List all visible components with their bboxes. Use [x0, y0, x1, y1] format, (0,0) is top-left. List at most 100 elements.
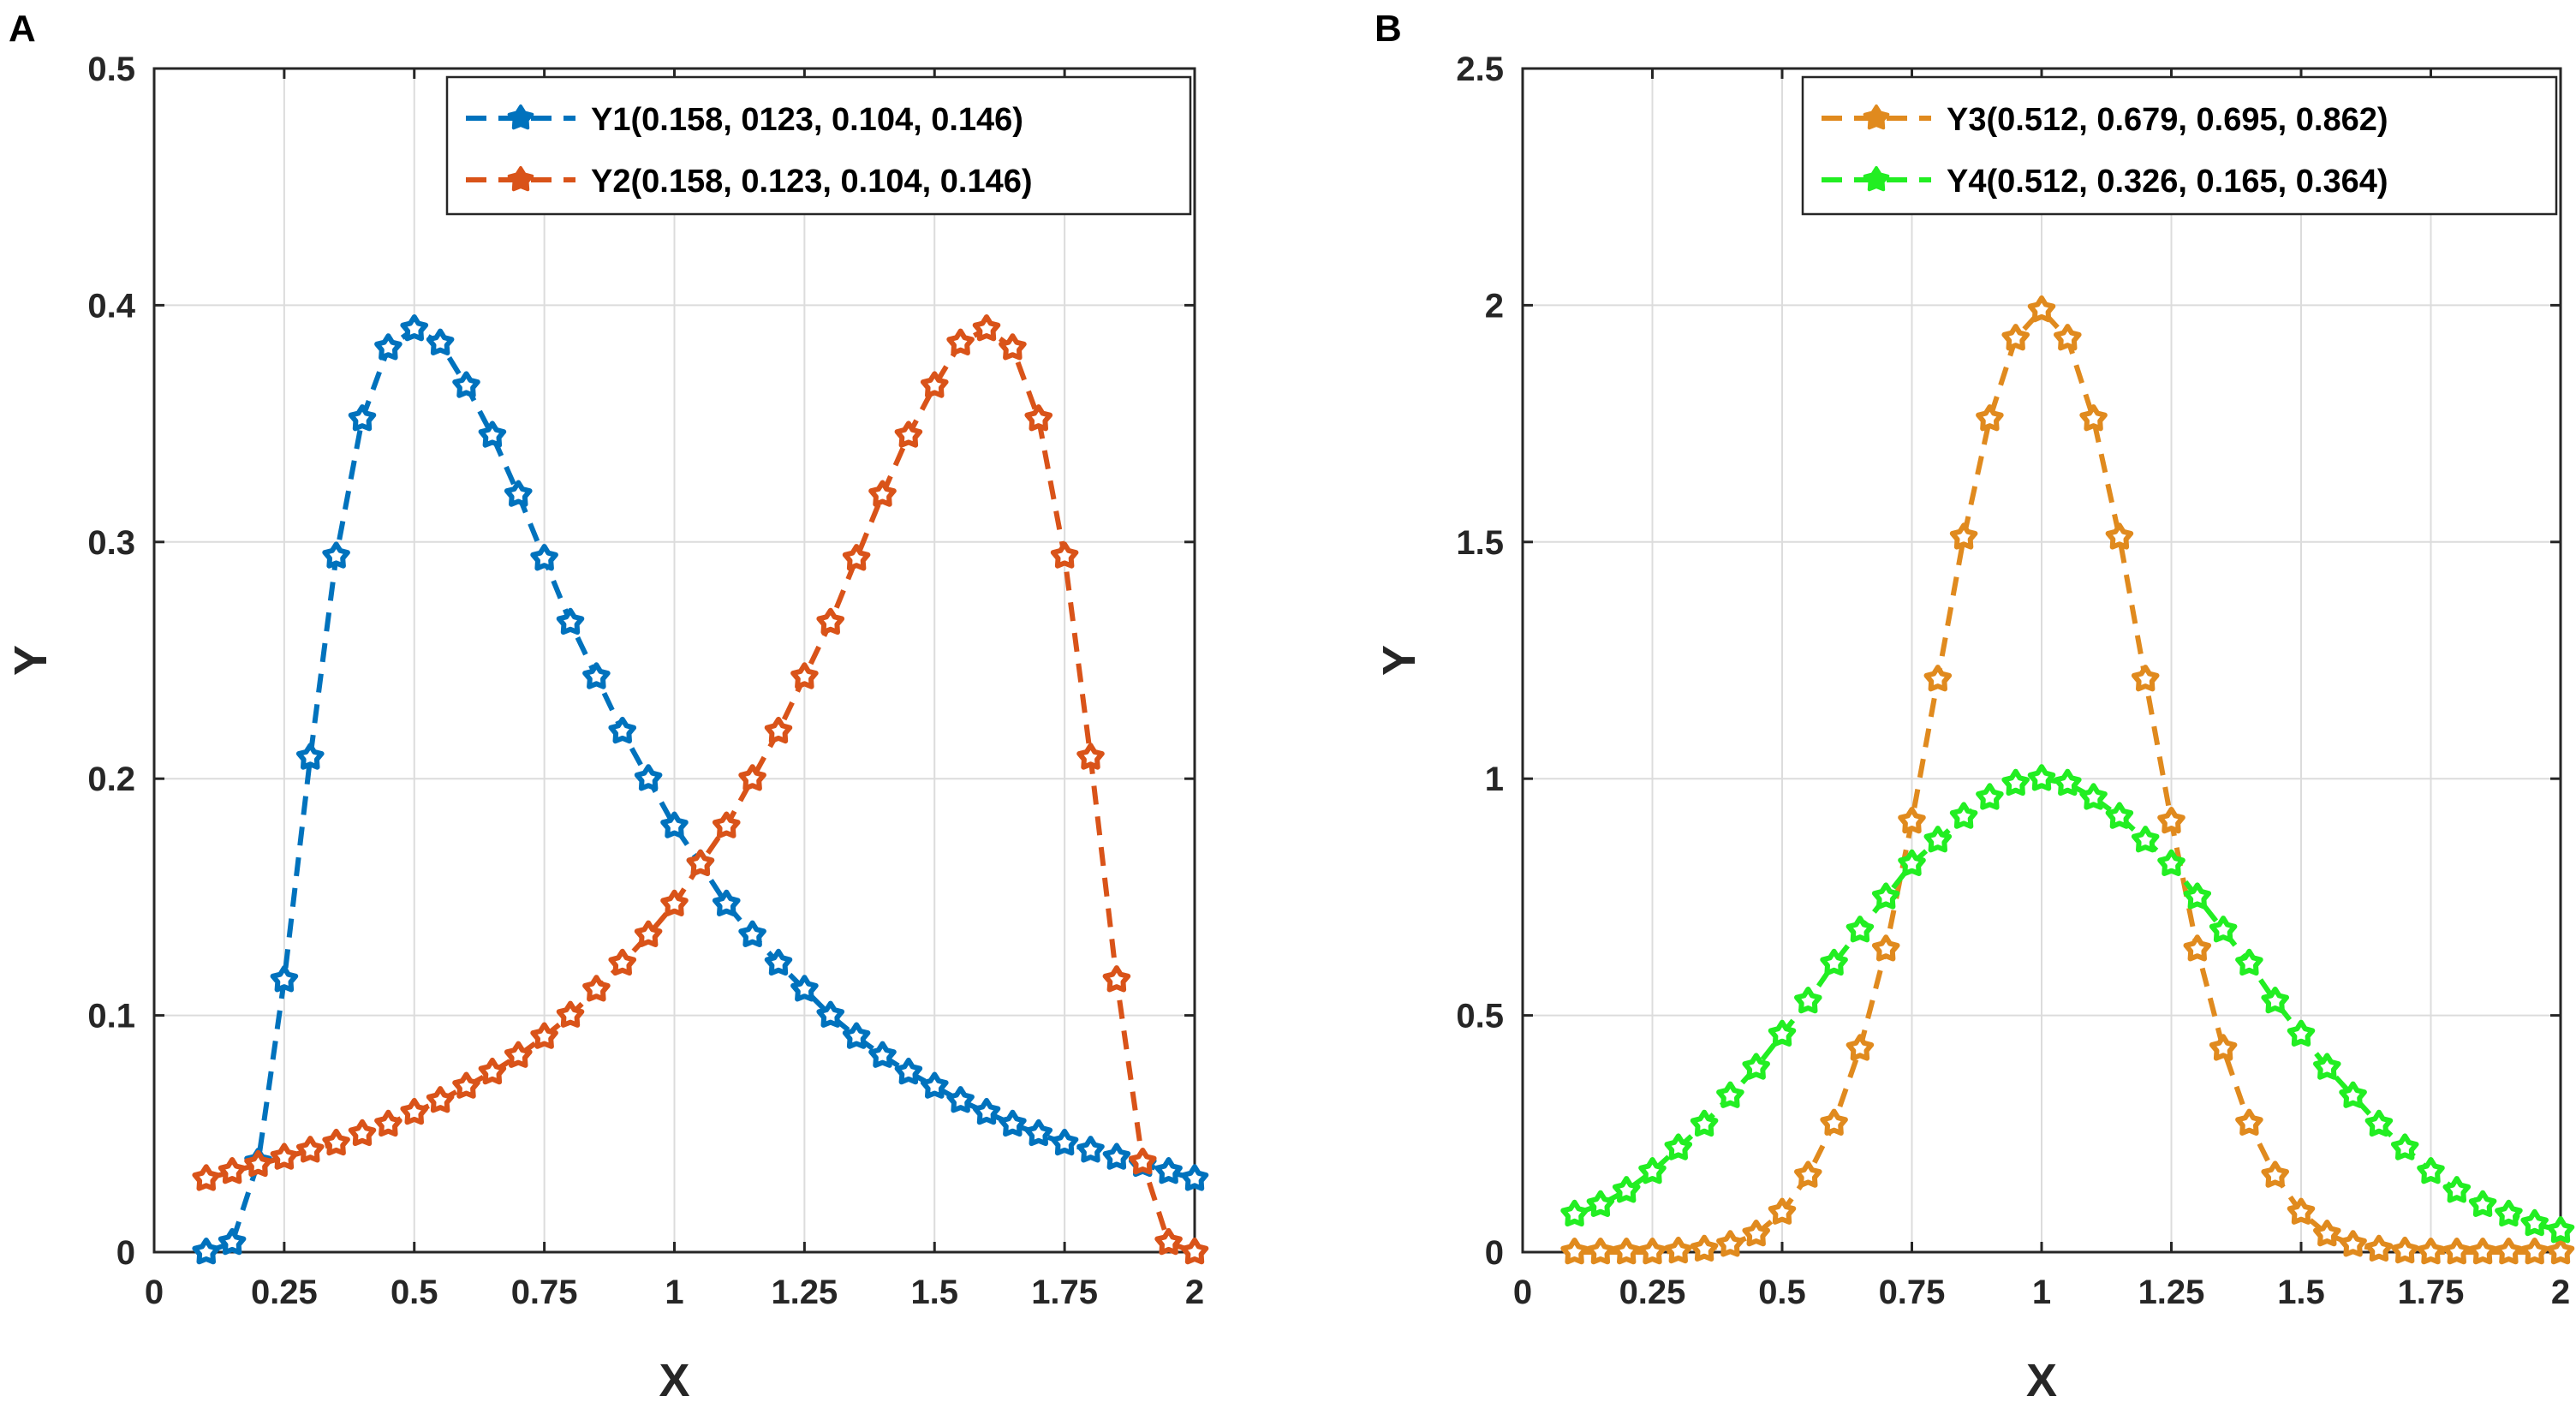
data-point [2027, 295, 2056, 323]
x-tick-label: 0.75 [1879, 1274, 1946, 1311]
data-point [1180, 1238, 1209, 1265]
legend-box [1801, 75, 2558, 216]
data-point [2339, 1230, 2367, 1257]
data-point [1923, 665, 1953, 692]
data-point [999, 333, 1027, 361]
x-tick-label: 1.25 [771, 1274, 838, 1311]
data-point [660, 811, 689, 838]
data-point [2235, 1108, 2263, 1136]
data-point [1612, 1176, 1641, 1203]
data-point [634, 920, 663, 947]
y-tick-label: 0.1 [87, 998, 135, 1035]
x-tick-label: 1 [665, 1274, 683, 1311]
x-tick-label: 1.75 [1031, 1274, 1098, 1311]
data-point [1690, 1109, 1719, 1137]
x-tick-label: 0.25 [251, 1274, 318, 1311]
data-point [842, 1022, 871, 1049]
y-tick-label: 1 [1485, 761, 1504, 798]
data-point [322, 541, 350, 569]
legend-label: Y3(0.512, 0.679, 0.695, 0.862) [1947, 102, 2388, 138]
data-point [1560, 1199, 1589, 1227]
y-tick-label: 1.5 [1456, 524, 1504, 562]
data-point [1716, 1230, 1744, 1257]
data-point [1846, 916, 1875, 943]
data-point [660, 889, 689, 916]
y-tick-label: 0.5 [87, 51, 135, 88]
x-tick-label: 1.75 [2398, 1274, 2465, 1311]
data-point [348, 1119, 377, 1147]
panel-a: A 0 0.25 0.5 0.75 1 1.25 1.5 1.75 2 0 0.1 0.2 0.3 0.4 0… [5, 8, 1209, 1406]
data-point [2442, 1238, 2472, 1265]
data-point [608, 948, 637, 976]
data-point [2520, 1208, 2549, 1237]
series-2 [1560, 764, 2575, 1244]
data-point [1050, 541, 1079, 569]
data-point [400, 314, 429, 342]
x-axis-label: X [659, 1355, 689, 1406]
data-point [712, 811, 741, 838]
data-point [1664, 1133, 1693, 1160]
series-2 [192, 314, 1209, 1265]
data-point [920, 371, 949, 398]
data-point [270, 1143, 299, 1170]
data-point [295, 743, 325, 770]
data-point [1690, 1234, 1719, 1262]
data-point [295, 1136, 325, 1163]
data-point [2546, 1238, 2575, 1265]
y-tick-label: 2.5 [1456, 51, 1504, 88]
data-point [2390, 1236, 2419, 1264]
data-point [1102, 965, 1131, 993]
x-tick-label: 1.5 [2277, 1274, 2325, 1311]
data-point [2209, 916, 2238, 943]
data-point [452, 371, 480, 398]
data-point [2442, 1176, 2472, 1203]
data-point [1180, 1164, 1209, 1191]
data-point [842, 544, 871, 571]
data-point [556, 1000, 585, 1028]
data-point [712, 889, 741, 916]
data-point [1923, 826, 1953, 853]
data-point [2054, 324, 2082, 351]
data-point [2417, 1157, 2445, 1184]
y-tick-label: 0.4 [87, 287, 135, 325]
data-point [530, 1022, 558, 1049]
data-point [1102, 1143, 1131, 1170]
data-point [1871, 934, 1900, 962]
data-point [1846, 1034, 1875, 1061]
data-point [1560, 1238, 1589, 1265]
y-tick-label: 2 [1485, 287, 1504, 325]
series-1 [1560, 295, 2575, 1265]
data-point [2079, 783, 2108, 810]
data-point [738, 764, 766, 791]
data-point [1024, 1119, 1053, 1147]
data-point [1742, 1220, 1770, 1247]
data-point [2183, 882, 2212, 910]
data-point [2287, 1197, 2316, 1225]
legend-marker [507, 104, 534, 130]
data-point [504, 1041, 533, 1068]
y-tick-label: 0 [116, 1234, 135, 1272]
data-point [894, 1057, 923, 1085]
legend-marker [1863, 166, 1890, 192]
data-point [2105, 522, 2134, 550]
data-point [2131, 826, 2160, 853]
data-point [1586, 1238, 1615, 1265]
x-tick-label: 2 [2551, 1274, 2570, 1311]
data-point [2417, 1238, 2445, 1265]
data-point [816, 1000, 845, 1028]
data-point [2287, 1019, 2316, 1047]
data-point [764, 716, 793, 744]
data-point [504, 480, 533, 507]
data-point [1076, 1136, 1105, 1163]
data-point [2495, 1199, 2523, 1227]
y-tick-label: 0 [1485, 1234, 1504, 1272]
data-point [634, 764, 663, 791]
legend-label: Y4(0.512, 0.326, 0.165, 0.364) [1947, 164, 2388, 200]
data-point [2364, 1109, 2394, 1137]
data-point [1794, 987, 1822, 1014]
data-point [556, 607, 585, 635]
data-point [686, 849, 715, 876]
data-point [1768, 1019, 1797, 1047]
data-point [2001, 324, 2030, 351]
